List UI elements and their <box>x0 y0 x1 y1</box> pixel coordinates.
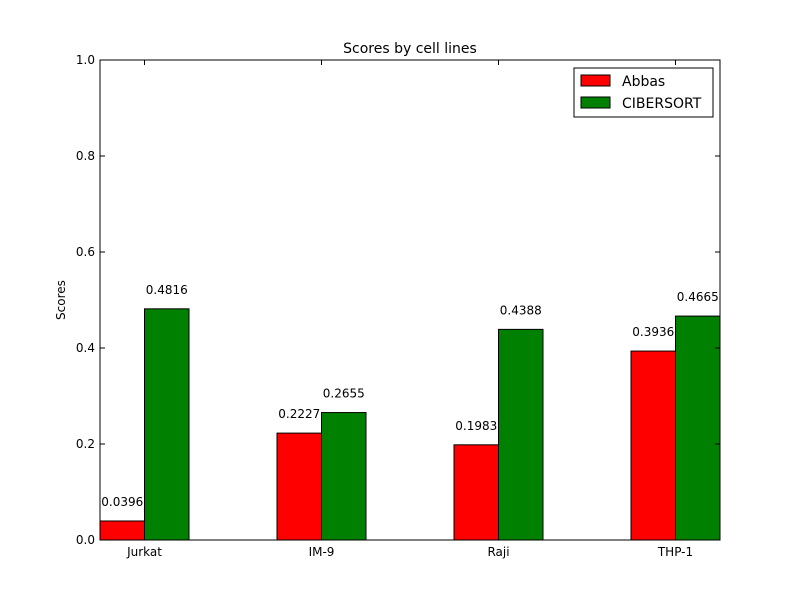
bars-group <box>99 308 721 541</box>
value-label: 0.4388 <box>500 303 542 317</box>
x-tick-label: IM-9 <box>309 545 335 559</box>
legend: Abbas CIBERSORT <box>573 67 714 118</box>
value-label: 0.2655 <box>323 387 365 401</box>
y-tick-label: 0.8 <box>76 149 95 163</box>
legend-label-abbas: Abbas <box>622 74 665 90</box>
legend-label-cibersort: CIBERSORT <box>622 96 702 112</box>
y-tick-label: 1.0 <box>76 53 95 67</box>
bar-cibersort-im-9 <box>321 412 367 541</box>
bar-cibersort-jurkat <box>144 308 190 541</box>
value-label: 0.4665 <box>677 290 719 304</box>
bar-cibersort-thp-1 <box>675 315 721 541</box>
bar-abbas-jurkat <box>99 520 145 541</box>
bar-abbas-thp-1 <box>630 350 676 541</box>
x-tick-label: THP-1 <box>657 545 693 559</box>
plot-frame <box>99 59 721 541</box>
y-axis-ticks: 0.0 0.2 0.4 0.6 0.8 1.0 <box>76 53 720 547</box>
value-label: 0.3936 <box>632 325 674 339</box>
x-tick-label: Jurkat <box>126 545 162 559</box>
y-tick-label: 0.4 <box>76 341 95 355</box>
y-tick-label: 0.0 <box>76 533 95 547</box>
chart-title: Scores by cell lines <box>343 41 477 57</box>
y-tick-label: 0.6 <box>76 245 95 259</box>
y-tick-label: 0.2 <box>76 437 95 451</box>
bar-abbas-im-9 <box>276 432 322 541</box>
value-labels-group: 0.0396 0.2227 0.1983 0.3936 0.4816 0.2655 0.43… <box>101 283 719 509</box>
bar-abbas-raji <box>453 444 499 541</box>
value-label: 0.2227 <box>278 407 320 421</box>
x-axis-ticks: Jurkat IM-9 Raji THP-1 <box>126 60 693 559</box>
legend-swatch-cibersort <box>580 96 611 109</box>
value-label: 0.0396 <box>101 495 143 509</box>
value-label: 0.4816 <box>146 283 188 297</box>
bar-cibersort-raji <box>498 328 544 541</box>
value-label: 0.1983 <box>455 419 497 433</box>
y-axis-label: Scores <box>54 280 68 320</box>
legend-swatch-abbas <box>580 74 611 87</box>
x-tick-label: Raji <box>487 545 509 559</box>
